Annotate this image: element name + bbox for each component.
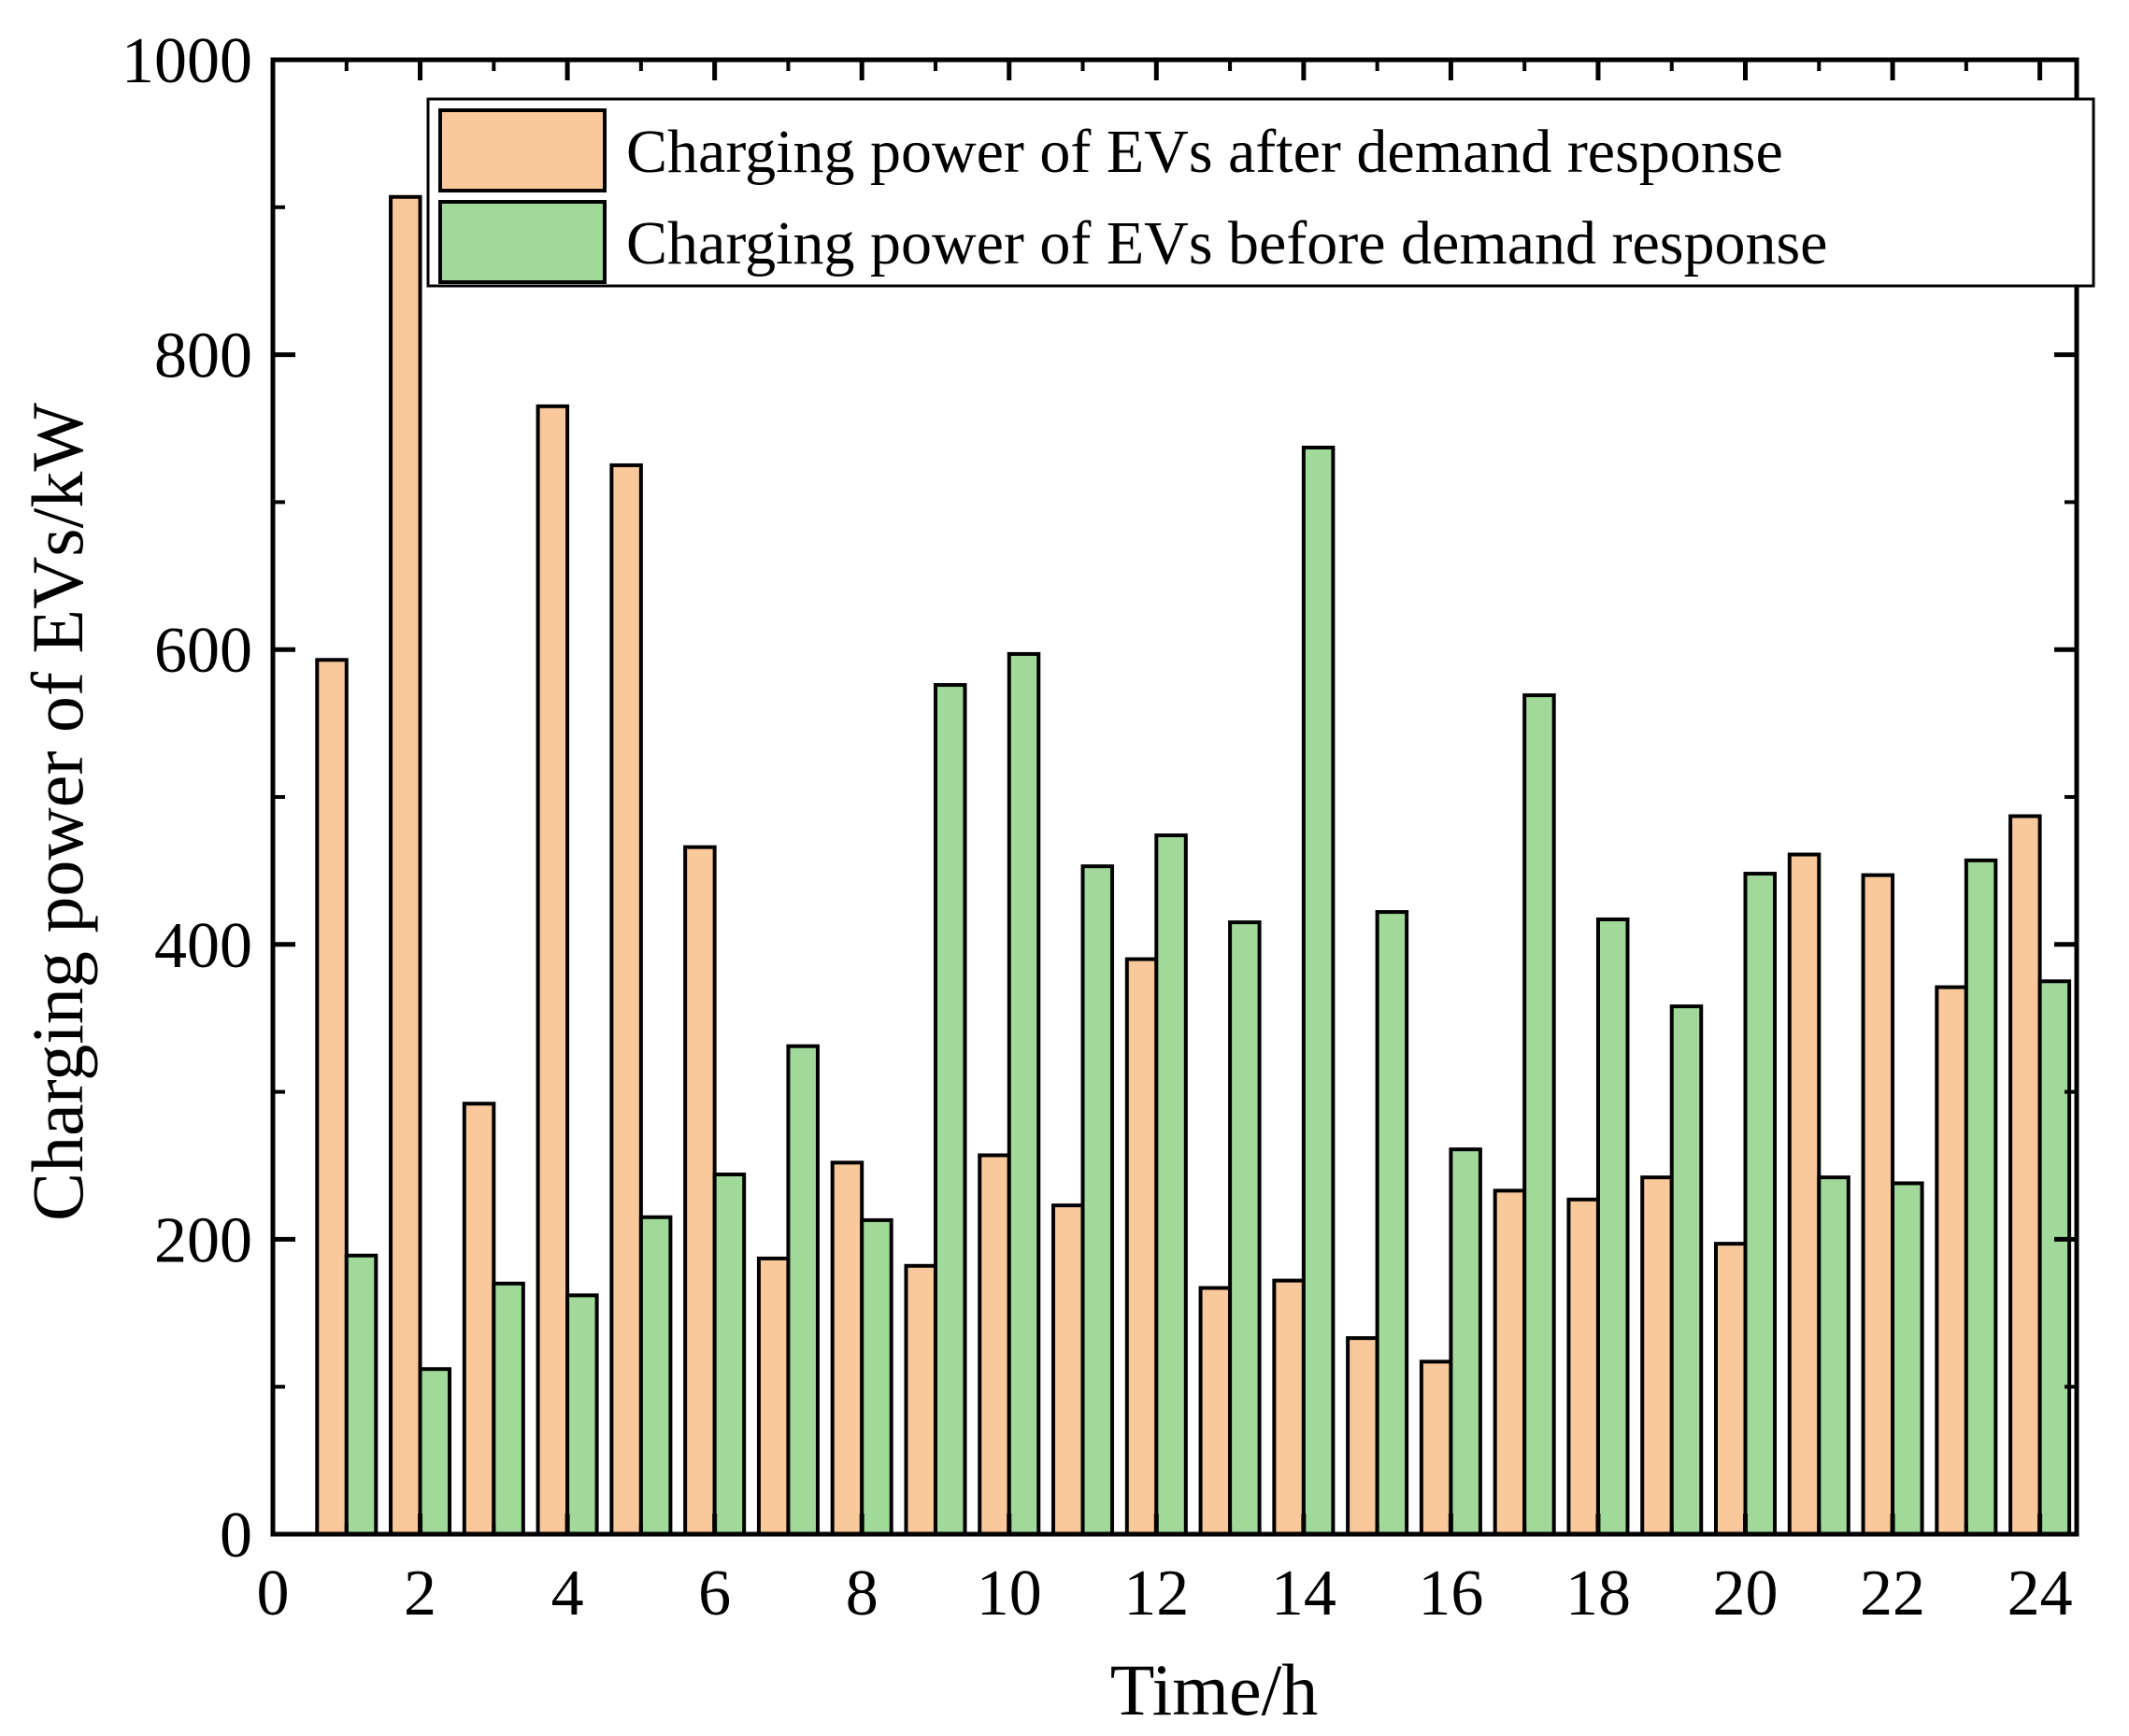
x-tick-label: 22 bbox=[1860, 1558, 1925, 1629]
bar-after-h11 bbox=[1051, 1203, 1085, 1536]
y-tick-label: 200 bbox=[154, 1204, 252, 1276]
legend-label-after: Charging power of EVs after demand respo… bbox=[626, 118, 1783, 186]
x-tick-label: 20 bbox=[1713, 1558, 1779, 1629]
bar-after-h18 bbox=[1566, 1197, 1600, 1537]
bar-after-h4 bbox=[536, 404, 570, 1537]
bar-before-h21 bbox=[1817, 1175, 1850, 1536]
bar-after-h3 bbox=[462, 1102, 496, 1536]
bar-before-h6 bbox=[712, 1172, 747, 1536]
y-tick-label: 600 bbox=[154, 615, 252, 687]
x-axis-title: Time/h bbox=[1110, 1649, 1319, 1730]
y-tick-label: 800 bbox=[154, 320, 252, 392]
bar-after-h21 bbox=[1787, 852, 1822, 1536]
legend: Charging power of EVs after demand respo… bbox=[426, 97, 2095, 288]
y-tick-label: 0 bbox=[220, 1500, 252, 1572]
x-tick-label: 2 bbox=[404, 1558, 436, 1629]
bar-after-h13 bbox=[1198, 1286, 1233, 1536]
bar-before-h11 bbox=[1080, 864, 1115, 1536]
bar-after-h23 bbox=[1935, 985, 1968, 1537]
x-tick-label: 8 bbox=[846, 1558, 879, 1629]
legend-swatch-before bbox=[438, 200, 607, 284]
bar-before-h20 bbox=[1743, 872, 1778, 1536]
bar-before-h14 bbox=[1301, 446, 1336, 1536]
legend-box bbox=[426, 97, 2095, 288]
bar-after-h12 bbox=[1124, 957, 1159, 1536]
x-tick-label: 12 bbox=[1123, 1558, 1189, 1629]
bar-before-h10 bbox=[1007, 651, 1041, 1536]
y-tick-label: 400 bbox=[154, 910, 252, 982]
bar-before-h18 bbox=[1595, 917, 1630, 1536]
bar-before-h23 bbox=[1964, 858, 1998, 1536]
bar-before-h3 bbox=[492, 1281, 525, 1536]
bar-before-h12 bbox=[1154, 833, 1188, 1536]
bar-after-h20 bbox=[1714, 1242, 1748, 1536]
bar-after-h2 bbox=[389, 194, 422, 1536]
bar-after-h24 bbox=[2008, 814, 2042, 1536]
x-tick-label: 10 bbox=[977, 1558, 1042, 1629]
bar-before-h7 bbox=[786, 1044, 820, 1537]
bar-after-h15 bbox=[1346, 1336, 1379, 1536]
bar-after-h1 bbox=[315, 658, 349, 1536]
bar-before-h1 bbox=[344, 1253, 379, 1536]
bar-before-h16 bbox=[1449, 1147, 1482, 1536]
bar-before-h9 bbox=[933, 683, 967, 1536]
bar-after-h22 bbox=[1861, 873, 1895, 1536]
legend-label-before: Charging power of EVs before demand resp… bbox=[626, 209, 1827, 277]
bar-before-h4 bbox=[565, 1293, 599, 1536]
bar-before-h5 bbox=[638, 1215, 673, 1536]
bar-before-h2 bbox=[418, 1367, 452, 1537]
bar-after-h5 bbox=[609, 462, 643, 1537]
bar-before-h24 bbox=[2037, 979, 2072, 1536]
x-tick-label: 16 bbox=[1418, 1558, 1483, 1629]
y-tick-label: 1000 bbox=[121, 25, 252, 97]
bar-before-h19 bbox=[1669, 1004, 1704, 1536]
bar-before-h22 bbox=[1891, 1181, 1924, 1536]
y-axis-title: Charging power of EVs/kW bbox=[17, 403, 98, 1221]
bar-after-h10 bbox=[978, 1153, 1011, 1536]
x-tick-label: 18 bbox=[1565, 1558, 1631, 1629]
bar-after-h14 bbox=[1272, 1278, 1306, 1536]
x-tick-label: 6 bbox=[698, 1558, 731, 1629]
x-tick-label: 4 bbox=[551, 1558, 584, 1629]
bar-after-h9 bbox=[904, 1263, 937, 1537]
bar-before-h15 bbox=[1375, 910, 1409, 1536]
bar-after-h8 bbox=[830, 1160, 864, 1536]
bar-before-h13 bbox=[1228, 920, 1262, 1536]
legend-swatch-after bbox=[438, 108, 607, 192]
x-tick-label: 24 bbox=[2008, 1558, 2073, 1629]
bar-after-h16 bbox=[1419, 1359, 1453, 1536]
x-tick-label: 0 bbox=[257, 1558, 290, 1629]
bar-after-h6 bbox=[683, 845, 717, 1536]
x-tick-label: 14 bbox=[1271, 1558, 1336, 1629]
bar-before-h17 bbox=[1522, 693, 1556, 1536]
bar-after-h19 bbox=[1640, 1175, 1674, 1536]
bar-before-h8 bbox=[860, 1217, 893, 1536]
bar-after-h7 bbox=[756, 1256, 791, 1537]
bars-layer bbox=[315, 194, 2072, 1537]
bar-after-h17 bbox=[1493, 1188, 1527, 1536]
